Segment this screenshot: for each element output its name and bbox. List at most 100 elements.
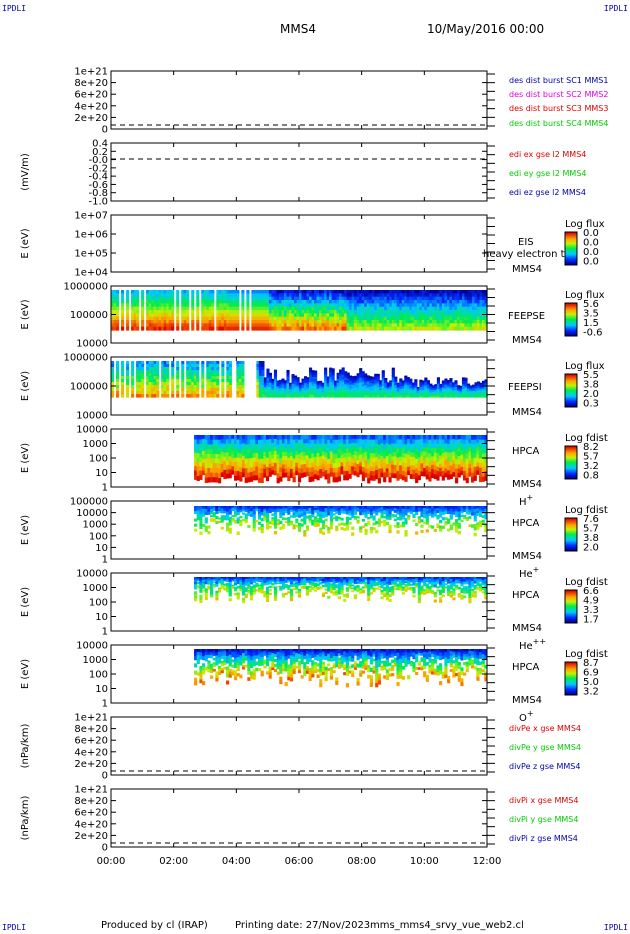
spectrogram-cell: [276, 449, 280, 455]
spectrogram-cell: [399, 383, 403, 386]
spectrogram-cell: [257, 458, 262, 464]
spectrogram-cell: [356, 387, 360, 390]
spectrogram-cell: [281, 303, 285, 308]
spectrogram-cell: [340, 462, 344, 467]
spectrogram-cell: [371, 300, 375, 304]
spectrogram-cell: [457, 455, 461, 461]
spectrogram-cell: [301, 380, 305, 383]
spectrogram-cell: [241, 310, 245, 314]
spectrogram-cell: [484, 386, 488, 389]
spectrogram-cell: [293, 300, 298, 304]
spectrogram-cell: [399, 300, 403, 304]
spectrogram-cell: [446, 384, 450, 387]
spectrogram-cell: [191, 320, 195, 324]
spectrogram-cell: [268, 508, 272, 511]
spacecraft-name: MMS4: [512, 264, 542, 275]
spectrogram-cell: [304, 296, 308, 301]
spectrogram-cell: [111, 303, 115, 308]
spectrogram-cell: [263, 460, 267, 466]
spectrogram-cell: [441, 323, 445, 328]
spectrogram-cell: [220, 506, 224, 509]
spectrogram-cell: [288, 303, 293, 308]
spectrogram-cell: [401, 435, 405, 440]
spectrogram-cell: [321, 447, 326, 452]
spectrogram-cell: [215, 458, 219, 464]
spectrogram-cell: [252, 435, 256, 440]
spectrogram-cell: [327, 454, 331, 460]
spectrogram-cell: [268, 323, 273, 328]
spectrogram-cell: [444, 326, 448, 331]
spectrogram-cell: [394, 393, 398, 396]
spectrogram-cell: [223, 313, 227, 318]
spectrogram-cell: [131, 370, 135, 374]
spectrogram-cell: [276, 380, 280, 383]
spectrogram-cell: [431, 386, 435, 388]
spectrogram-cell: [376, 306, 380, 311]
spectrogram-cell: [306, 316, 310, 321]
spectrogram-cell: [316, 300, 320, 304]
spectrogram-cell: [341, 306, 345, 311]
spectrogram-cell: [299, 392, 303, 395]
spectrogram-cell: [329, 296, 333, 301]
spectrogram-cell: [479, 387, 483, 390]
colorbar-band: [565, 456, 577, 458]
spectrogram-cell: [444, 316, 448, 321]
spectrogram-cell: [156, 373, 160, 377]
spectrogram-cell: [469, 326, 473, 331]
spectrogram-cell: [354, 381, 358, 384]
spectrogram-cell: [309, 394, 313, 398]
spectrogram-cell: [201, 296, 205, 301]
spectrogram-cell: [151, 367, 155, 371]
spectrogram-cell: [396, 386, 400, 389]
spectrogram-cell: [196, 466, 200, 472]
spectrogram-cell: [409, 290, 413, 294]
spectrogram-cell: [471, 323, 476, 328]
spectrogram-cell: [208, 313, 212, 318]
spectrogram-cell: [444, 296, 448, 301]
spectrogram-cell: [407, 454, 411, 460]
spectrogram-cell: [313, 508, 318, 511]
y-tick-label: 10000: [76, 425, 108, 436]
spectrogram-cell: [396, 310, 400, 314]
spectrogram-cell: [441, 313, 445, 318]
spectrogram-cell: [419, 306, 423, 311]
colorbar-band: [565, 304, 577, 306]
spectrogram-cell: [471, 393, 476, 396]
spectrogram-cell: [276, 506, 280, 509]
spectrogram-cell: [420, 447, 424, 452]
mission-title: MMS4: [280, 22, 316, 36]
spectrogram-cell: [401, 384, 405, 387]
spectrogram-cell: [233, 512, 238, 516]
spectrogram-cell: [326, 379, 330, 383]
spectrogram-cell: [166, 310, 170, 314]
spectrogram-cell: [181, 290, 185, 294]
spectrogram-cell: [239, 467, 243, 473]
spectrogram-cell: [255, 439, 259, 445]
spectrogram-cell: [361, 462, 365, 468]
spectrogram-cell: [369, 290, 373, 294]
spectrogram-cell: [348, 460, 352, 466]
spectrogram-cell: [334, 293, 338, 298]
spectrogram-cell: [426, 290, 430, 294]
spectrogram-cell: [369, 296, 373, 301]
colorbar-band: [565, 250, 577, 252]
spectrogram-cell: [329, 313, 333, 318]
spectrogram-cell: [461, 388, 466, 392]
spectrogram-cell: [374, 381, 378, 385]
spectrogram-cell: [256, 316, 260, 321]
spectrogram-cell: [369, 381, 373, 384]
spectrogram-cell: [384, 293, 388, 298]
spectrogram-cell: [266, 385, 270, 389]
spectrogram-cell: [379, 383, 383, 386]
spectrogram-cell: [283, 323, 288, 328]
spectrogram-cell: [439, 394, 443, 397]
spectrogram-cell: [479, 382, 483, 385]
spectrogram-cell: [326, 316, 330, 321]
spectrogram-cell: [313, 506, 318, 509]
spectrogram-cell: [372, 462, 376, 468]
spectrogram-cell: [228, 530, 232, 534]
spectrogram-cell: [191, 391, 195, 395]
spectrogram-cell: [260, 454, 264, 460]
colorbar-band: [565, 397, 577, 399]
spectrogram-cell: [394, 306, 398, 311]
